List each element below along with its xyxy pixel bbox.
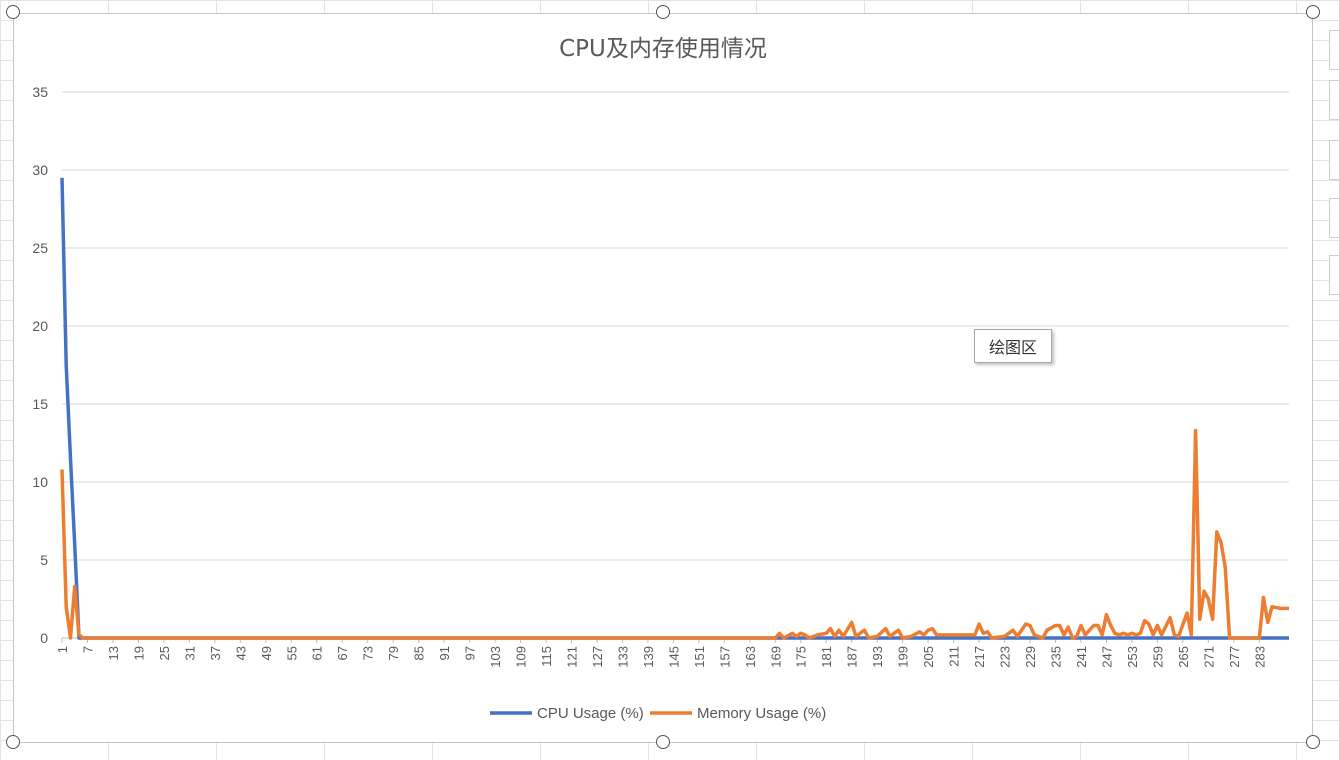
- x-tick-label: 67: [335, 646, 350, 660]
- x-tick-label: 277: [1227, 646, 1242, 668]
- x-tick-label: 73: [361, 646, 376, 660]
- resize-handle-bottom-center[interactable]: [656, 735, 670, 749]
- x-tick-label: 181: [819, 646, 834, 668]
- x-tick-label: 259: [1150, 646, 1165, 668]
- y-tick-label: 5: [40, 552, 48, 568]
- x-tick-label: 211: [947, 646, 962, 667]
- resize-handle-bottom-left[interactable]: [6, 735, 20, 749]
- x-tick-label: 133: [615, 646, 630, 668]
- x-tick-label: 241: [1074, 646, 1089, 668]
- x-tick-label: 175: [794, 646, 809, 668]
- x-tick-label: 19: [131, 646, 146, 660]
- y-tick-label: 25: [32, 240, 48, 256]
- x-tick-label: 37: [208, 646, 223, 660]
- x-tick-label: 199: [896, 646, 911, 668]
- x-tick-label: 97: [463, 646, 478, 660]
- y-tick-label: 30: [32, 162, 48, 178]
- x-tick-label: 217: [972, 646, 987, 668]
- legend-label-memory: Memory Usage (%): [697, 705, 826, 722]
- x-tick-label: 1: [55, 646, 70, 653]
- y-tick-label: 20: [32, 318, 48, 334]
- y-tick-label: 35: [32, 84, 48, 100]
- x-tick-label: 235: [1048, 646, 1063, 668]
- x-tick-label: 151: [692, 646, 707, 668]
- x-tick-label: 115: [539, 646, 554, 667]
- x-tick-label: 49: [259, 646, 274, 660]
- x-tick-label: 139: [641, 646, 656, 668]
- x-tick-label: 169: [768, 646, 783, 668]
- x-tick-label: 157: [717, 646, 732, 668]
- x-tick-label: 283: [1252, 646, 1267, 668]
- x-tick-label: 247: [1099, 646, 1114, 668]
- x-tick-label: 13: [106, 646, 121, 660]
- x-tick-label: 79: [386, 646, 401, 660]
- x-tick-label: 187: [845, 646, 860, 668]
- x-tick-label: 229: [1023, 646, 1038, 668]
- chart-filters-side-button[interactable]: [1329, 140, 1339, 180]
- chart-elements-side-button[interactable]: [1329, 30, 1339, 70]
- x-tick-label: 145: [666, 646, 681, 668]
- x-tick-label: 55: [284, 646, 299, 660]
- x-tick-label: 109: [514, 646, 529, 668]
- chart-side-button[interactable]: [1329, 198, 1339, 238]
- chart-side-button-extra[interactable]: [1329, 255, 1339, 295]
- x-tick-label: 43: [233, 646, 248, 660]
- chart-styles-side-button[interactable]: [1329, 80, 1339, 120]
- x-tick-label: 127: [590, 646, 605, 668]
- series-line-cpu-usage: [60, 177, 1289, 640]
- resize-handle-top-right[interactable]: [1306, 5, 1320, 19]
- y-tick-label: 15: [32, 396, 48, 412]
- x-tick-label: 253: [1125, 646, 1140, 668]
- chart-object[interactable]: [13, 13, 1313, 743]
- x-tick-label: 25: [157, 646, 172, 660]
- resize-handle-top-center[interactable]: [656, 5, 670, 19]
- x-tick-label: 121: [564, 646, 579, 668]
- legend-label-cpu: CPU Usage (%): [537, 705, 644, 722]
- x-tick-label: 163: [743, 646, 758, 668]
- x-tick-label: 61: [310, 646, 325, 660]
- x-tick-label: 103: [488, 646, 503, 668]
- x-tick-label: 31: [182, 646, 197, 660]
- resize-handle-top-left[interactable]: [6, 5, 20, 19]
- resize-handle-bottom-right[interactable]: [1306, 735, 1320, 749]
- chart-title: CPU及内存使用情况: [559, 36, 767, 62]
- x-tick-label: 205: [921, 646, 936, 668]
- plot-area-tooltip: 绘图区: [974, 329, 1052, 363]
- x-tick-label: 223: [998, 646, 1013, 668]
- x-tick-label: 193: [870, 646, 885, 668]
- x-tick-label: 91: [437, 646, 452, 660]
- x-tick-label: 265: [1176, 646, 1191, 668]
- x-tick-label: 7: [80, 646, 95, 653]
- y-tick-label: 0: [40, 630, 48, 646]
- y-tick-label: 10: [32, 474, 48, 490]
- x-tick-label: 271: [1201, 646, 1216, 668]
- x-tick-label: 85: [412, 646, 427, 660]
- series-line-memory-usage: [60, 428, 1289, 640]
